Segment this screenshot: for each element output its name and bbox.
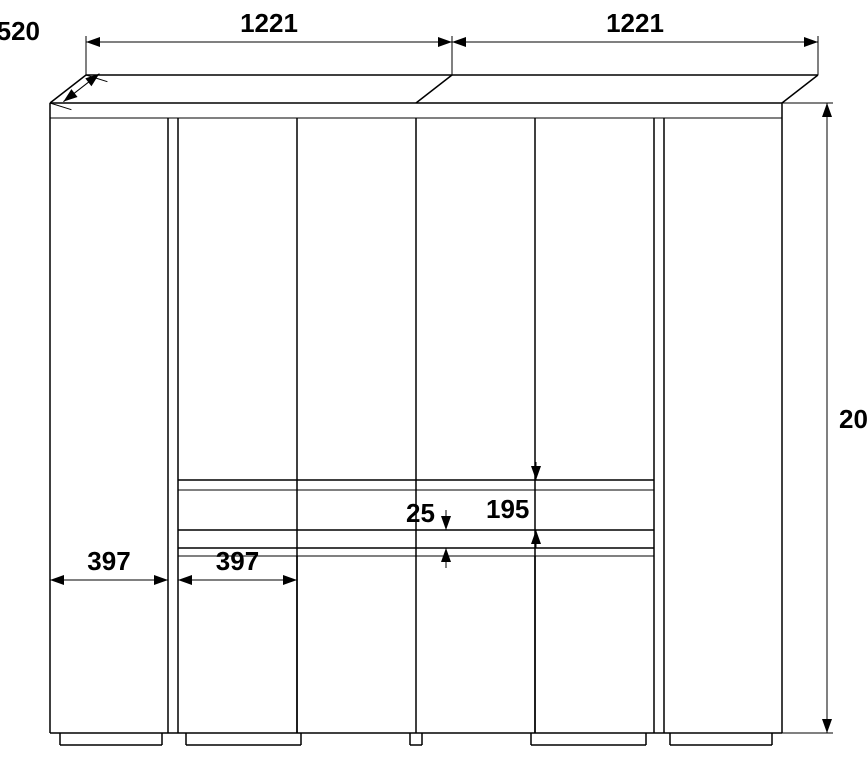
technical-drawing: 520 1221 1221 2000 397 397 25 195: [0, 0, 867, 783]
dim-shelf-195: 195: [486, 494, 529, 524]
dim-height: 2000: [839, 404, 867, 434]
dim-panel-397-a: 397: [87, 546, 130, 576]
dim-width-right: 1221: [606, 8, 664, 38]
dim-depth: 520: [0, 16, 40, 46]
dim-width-left: 1221: [240, 8, 298, 38]
dim-panel-397-b: 397: [216, 546, 259, 576]
dim-gap-25: 25: [406, 498, 435, 528]
